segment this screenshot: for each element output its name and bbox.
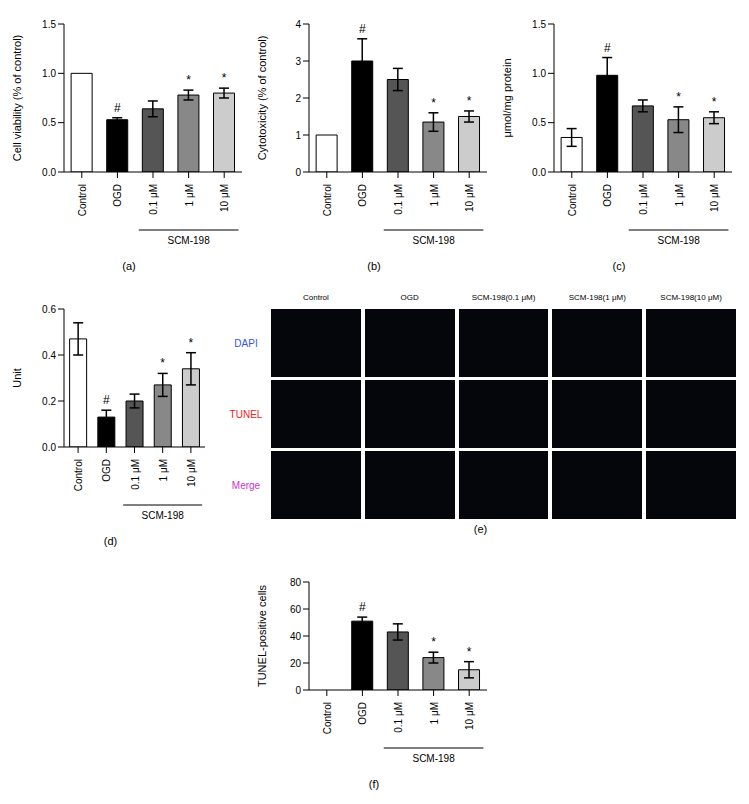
svg-text:*: * [712, 95, 717, 109]
svg-text:0.5: 0.5 [42, 117, 56, 128]
svg-text:#: # [103, 393, 110, 407]
svg-text:SCM-198: SCM-198 [142, 510, 185, 521]
html-text:OGD: OGD [400, 293, 419, 302]
svg-text:10 μM: 10 μM [464, 702, 475, 730]
svg-text:OGD: OGD [112, 184, 123, 207]
svg-text:SCM-198: SCM-198 [167, 235, 210, 246]
svg-text:1 μM: 1 μM [674, 184, 685, 206]
svg-text:0.0: 0.0 [42, 167, 56, 178]
svg-text:*: * [431, 96, 436, 110]
html-text:(f): (f) [368, 778, 380, 790]
svg-text:10 μM: 10 μM [709, 184, 720, 212]
svg-text:10 μM: 10 μM [186, 459, 197, 487]
svg-text:OGD: OGD [357, 184, 368, 207]
svg-text:0.4: 0.4 [42, 350, 56, 361]
svg-text:1 μM: 1 μM [429, 702, 440, 724]
html-text:SCM-198(10 μM): SCM-198(10 μM) [660, 293, 722, 302]
svg-text:1.0: 1.0 [532, 68, 546, 79]
svg-text:OGD: OGD [101, 459, 112, 482]
svg-text:20: 20 [290, 658, 302, 669]
svg-text:#: # [604, 41, 611, 55]
svg-text:1 μM: 1 μM [184, 184, 195, 206]
html-text:(e): (e) [473, 523, 488, 535]
svg-text:Unit: Unit [11, 368, 23, 388]
svg-text:40: 40 [290, 631, 302, 642]
html-text:TUNEL: TUNEL [229, 408, 263, 420]
svg-text:1 μM: 1 μM [158, 459, 169, 481]
html-text:(c): (c) [612, 260, 626, 272]
svg-text:Cytotoxicity (% of control): Cytotoxicity (% of control) [256, 36, 268, 161]
svg-text:10 μM: 10 μM [464, 184, 475, 212]
svg-text:1.5: 1.5 [532, 19, 546, 30]
svg-text:TUNEL-positive cells: TUNEL-positive cells [256, 584, 268, 687]
svg-text:*: * [189, 336, 194, 350]
svg-text:Control: Control [73, 459, 84, 491]
svg-text:*: * [222, 71, 227, 85]
svg-text:10 μM: 10 μM [219, 184, 230, 212]
svg-text:SCM-198: SCM-198 [412, 753, 455, 764]
html-text:DAPI: DAPI [234, 337, 258, 349]
html-text:(a): (a) [122, 260, 136, 272]
svg-text:2: 2 [295, 93, 301, 104]
svg-text:0.6: 0.6 [42, 304, 56, 315]
svg-text:#: # [114, 101, 121, 115]
html-text:SCM-198(0.1 μM): SCM-198(0.1 μM) [471, 293, 536, 302]
svg-text:Control: Control [322, 702, 333, 734]
svg-text:0.0: 0.0 [42, 442, 56, 453]
svg-text:OGD: OGD [357, 702, 368, 725]
svg-text:SCM-198: SCM-198 [657, 235, 700, 246]
svg-text:Control: Control [77, 184, 88, 216]
svg-text:80: 80 [290, 577, 302, 588]
svg-text:4: 4 [295, 19, 301, 30]
svg-text:0.1 μM: 0.1 μM [148, 184, 159, 215]
svg-text:#: # [359, 22, 366, 36]
svg-text:μmol/mg protein: μmol/mg protein [501, 58, 513, 137]
svg-text:0.1 μM: 0.1 μM [638, 184, 649, 215]
svg-text:Control: Control [567, 184, 578, 216]
svg-text:*: * [160, 356, 165, 370]
svg-text:60: 60 [290, 604, 302, 615]
svg-text:0: 0 [295, 685, 301, 696]
svg-text:1.5: 1.5 [42, 19, 56, 30]
html-text:Merge: Merge [231, 479, 261, 491]
svg-text:0.1 μM: 0.1 μM [393, 184, 404, 215]
svg-text:3: 3 [295, 56, 301, 67]
svg-text:OGD: OGD [602, 184, 613, 207]
svg-text:*: * [676, 90, 681, 104]
svg-text:Control: Control [322, 184, 333, 216]
svg-text:*: * [467, 645, 472, 659]
svg-text:0.1 μM: 0.1 μM [393, 702, 404, 733]
svg-text:0.0: 0.0 [532, 167, 546, 178]
svg-text:0.5: 0.5 [532, 117, 546, 128]
svg-text:Cell viability (% of control): Cell viability (% of control) [11, 35, 23, 162]
svg-text:1 μM: 1 μM [429, 184, 440, 206]
svg-text:#: # [359, 600, 366, 614]
svg-text:*: * [467, 94, 472, 108]
svg-text:1.0: 1.0 [42, 68, 56, 79]
html-text:SCM-198(1 μM): SCM-198(1 μM) [568, 293, 626, 302]
svg-text:0.1 μM: 0.1 μM [130, 459, 141, 490]
html-text:(b): (b) [367, 260, 381, 272]
svg-text:0: 0 [295, 167, 301, 178]
svg-text:*: * [186, 73, 191, 87]
html-text:Control: Control [303, 293, 329, 302]
svg-text:*: * [431, 635, 436, 649]
html-text:(d): (d) [103, 535, 118, 547]
svg-text:SCM-198: SCM-198 [412, 235, 455, 246]
svg-text:1: 1 [295, 130, 301, 141]
svg-text:0.2: 0.2 [42, 396, 56, 407]
